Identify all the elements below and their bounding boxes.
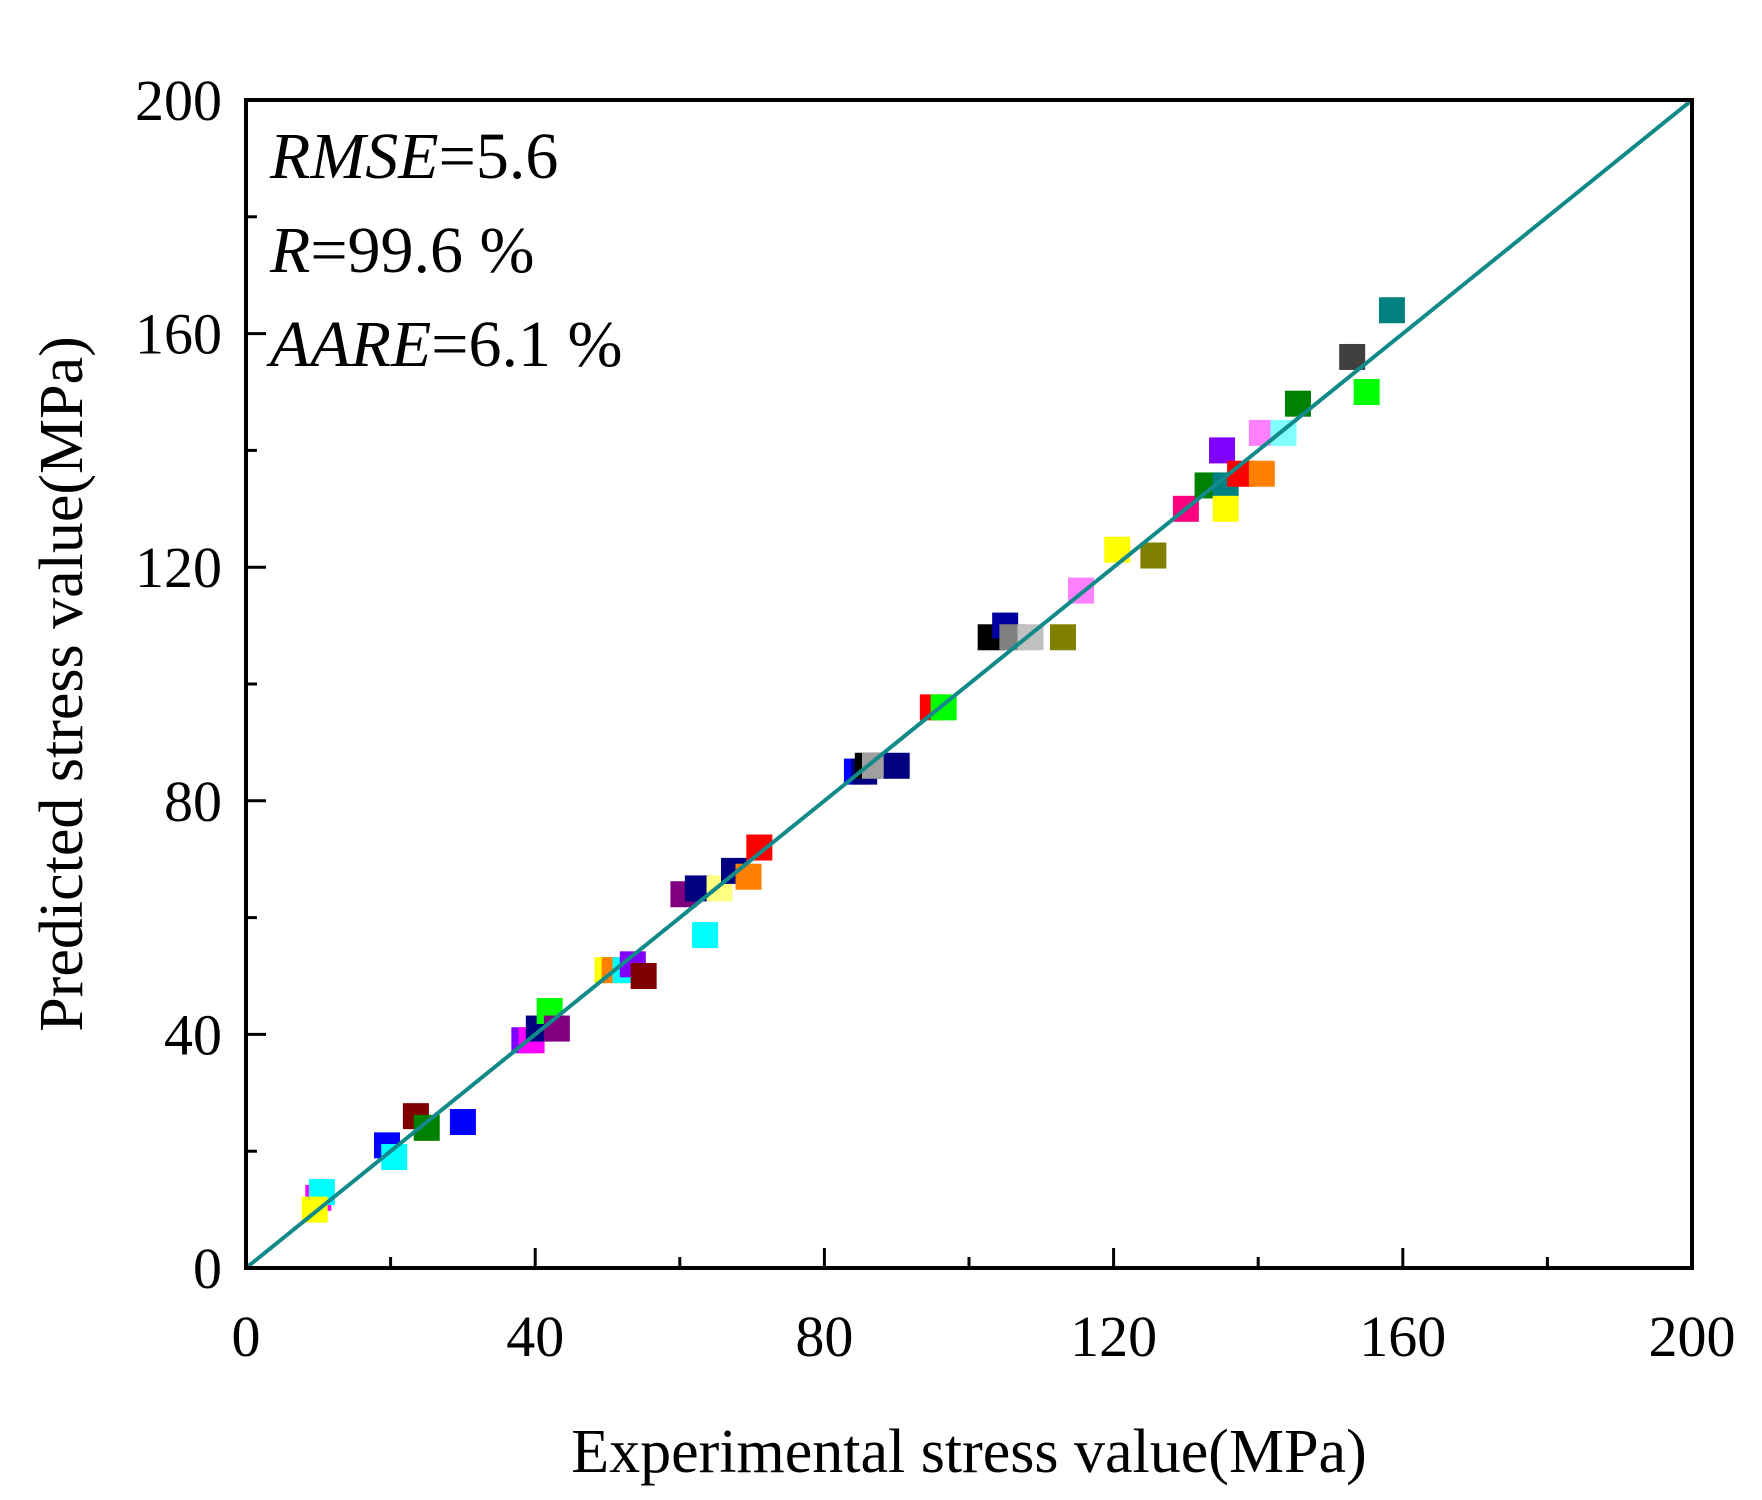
- data-point: [692, 922, 719, 949]
- stat-r-key: R: [269, 214, 310, 287]
- y-tick-label: 0: [193, 1236, 222, 1301]
- data-point: [1248, 460, 1275, 487]
- stat-aare-value: =6.1 %: [431, 308, 622, 381]
- stat-r: R=99.6 %: [269, 214, 535, 287]
- data-point: [1049, 624, 1076, 651]
- y-tick-label: 160: [135, 302, 222, 367]
- y-tick-label: 120: [135, 535, 222, 600]
- y-axis-title: Predicted stress value(MPa): [28, 336, 96, 1032]
- x-tick-label: 0: [232, 1304, 261, 1369]
- stat-r-value: =99.6 %: [310, 214, 534, 287]
- axis-ticks: [244, 98, 1694, 1270]
- stat-aare: AARE=6.1 %: [266, 308, 622, 381]
- y-tick-label: 200: [135, 68, 222, 133]
- x-axis-title: Experimental stress value(MPa): [571, 1418, 1366, 1486]
- data-point: [449, 1109, 476, 1135]
- data-point: [630, 963, 657, 989]
- stat-aare-key: AARE: [266, 308, 431, 381]
- y-tick-label: 80: [164, 769, 222, 834]
- x-tick-label: 160: [1359, 1304, 1446, 1369]
- x-tick-label: 80: [795, 1304, 853, 1369]
- data-point: [1140, 542, 1167, 569]
- x-tick-labels: 0 40 80 120 160 200: [232, 1304, 1736, 1369]
- data-point: [1209, 437, 1236, 464]
- stat-rmse: RMSE=5.6: [269, 120, 558, 193]
- data-point: [1212, 495, 1239, 522]
- stat-rmse-value: =5.6: [439, 120, 559, 193]
- y-tick-label: 40: [164, 1002, 222, 1067]
- data-point: [1353, 379, 1380, 405]
- reference-line-y-equals-x: [246, 100, 1692, 1268]
- x-tick-label: 120: [1070, 1304, 1157, 1369]
- y-tick-labels: 0 40 80 120 160 200: [135, 68, 222, 1301]
- stats-annotation: RMSE=5.6 R=99.6 % AARE=6.1 %: [266, 120, 622, 381]
- data-point: [1378, 297, 1405, 324]
- x-tick-label: 200: [1649, 1304, 1736, 1369]
- data-point: [883, 752, 910, 779]
- data-point: [543, 1015, 570, 1042]
- x-tick-label: 40: [506, 1304, 564, 1369]
- stat-rmse-key: RMSE: [269, 120, 439, 193]
